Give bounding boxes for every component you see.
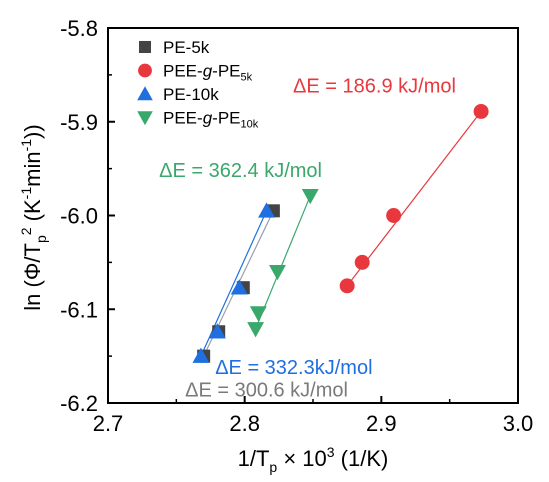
annotations: ΔE = 186.9 kJ/mol ΔE = 362.4 kJ/mol ΔE = 3… xyxy=(159,76,456,402)
data-point xyxy=(247,322,265,338)
data-point xyxy=(386,208,402,223)
axis-ticks: 2.7 2.8 2.9 3.0 -6.2 -6.1 -6.0 -5.9 -5.8 xyxy=(60,16,533,436)
y-tick-label: -6.2 xyxy=(60,391,98,416)
legend-label: PEE-g-PE5k xyxy=(163,62,254,84)
y-tick-label: -5.8 xyxy=(60,16,98,41)
y-axis-title: ln (Φ/Tp2 (K-1min-1)) xyxy=(18,124,49,310)
legend: PE-5k PEE-g-PE5k PE-10k PEE-g-PE10k xyxy=(137,38,259,131)
legend-label: PE-5k xyxy=(163,38,210,57)
fit-line xyxy=(200,210,268,357)
x-axis-title: 1/Tp × 103 (1/K) xyxy=(238,444,389,475)
data-point xyxy=(301,189,319,205)
data-point xyxy=(230,279,248,295)
legend-marker xyxy=(139,41,151,53)
x-tick-label: 2.8 xyxy=(229,411,260,436)
data-markers xyxy=(192,103,489,363)
legend-label: PE-10k xyxy=(163,85,219,104)
legend-marker xyxy=(137,111,153,126)
fit-line xyxy=(346,111,482,287)
y-tick-label: -6.1 xyxy=(60,297,98,322)
data-point xyxy=(258,202,275,218)
x-tick-label: 3.0 xyxy=(503,411,534,436)
data-point xyxy=(354,254,370,270)
legend-marker xyxy=(137,86,153,101)
y-tick-label: -5.9 xyxy=(60,110,98,135)
x-tick-label: 2.7 xyxy=(93,411,124,436)
legend-marker xyxy=(138,63,152,78)
axis-labels: 1/Tp × 103 (1/K) ln (Φ/Tp2 (K-1min-1)) xyxy=(18,124,388,475)
delta-e-annotation: ΔE = 186.9 kJ/mol xyxy=(293,76,456,98)
legend-label: PEE-g-PE10k xyxy=(163,109,260,131)
delta-e-annotation: ΔE = 332.3kJ/mol xyxy=(215,357,372,379)
data-point xyxy=(249,306,267,322)
data-point xyxy=(269,264,286,281)
delta-e-annotation: ΔE = 300.6 kJ/mol xyxy=(185,379,348,401)
data-point xyxy=(339,278,355,294)
y-tick-label: -6.0 xyxy=(60,204,98,229)
data-point xyxy=(192,347,210,363)
data-point xyxy=(473,103,489,119)
data-point xyxy=(208,323,226,339)
fit-lines xyxy=(200,111,482,357)
x-tick-label: 2.9 xyxy=(366,411,397,436)
delta-e-annotation: ΔE = 362.4 kJ/mol xyxy=(159,160,322,182)
